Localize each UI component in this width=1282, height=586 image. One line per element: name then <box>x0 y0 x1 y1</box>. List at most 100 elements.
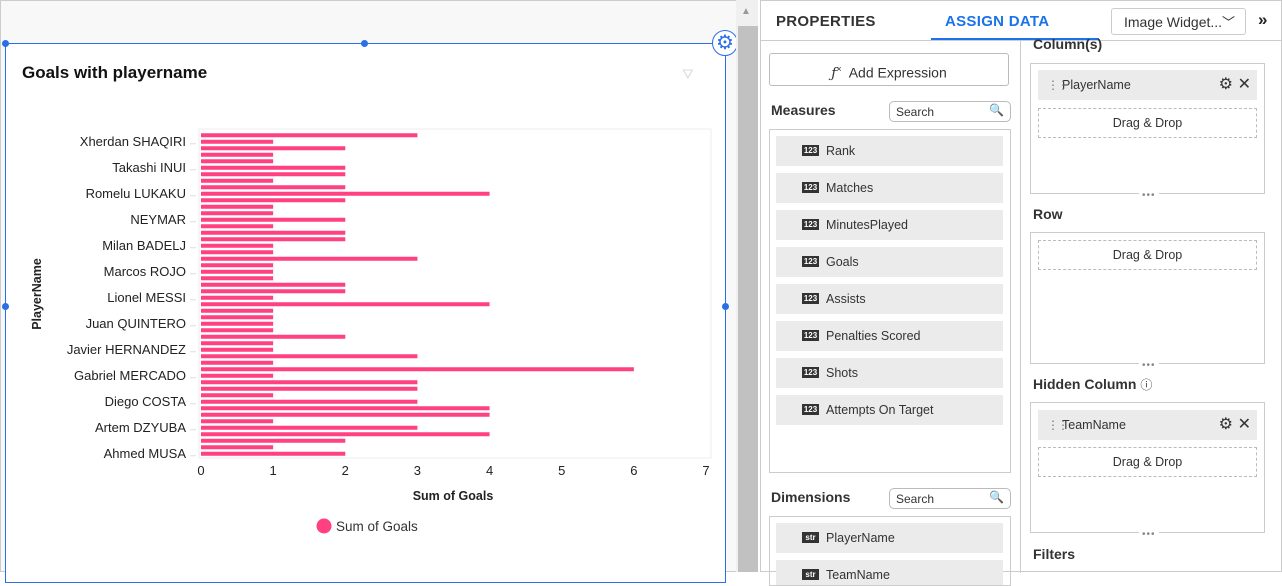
y-tick-label: Juan QUINTERO <box>86 316 186 331</box>
resize-dots-icon[interactable]: ••• <box>1139 360 1159 371</box>
field-label: Goals <box>826 255 859 269</box>
y-tick-label: Lionel MESSI <box>107 290 186 305</box>
bar <box>201 282 346 287</box>
field-item[interactable]: 123 Goals <box>776 247 1003 277</box>
field-item[interactable]: 123 Penalties Scored <box>776 321 1003 351</box>
gear-icon[interactable]: ⚙ <box>1218 416 1233 433</box>
hidden-column-drop-zone[interactable]: ⋮⋮ TeamName ⚙ ✕ Drag & Drop ••• <box>1030 402 1265 540</box>
numeric-type-icon: 123 <box>802 145 819 157</box>
bar <box>201 445 274 450</box>
bar-chart: Ahmed MUSA Artem DZYUBA Diego COSTA Gabriel… <box>30 128 712 534</box>
drag-drop-area[interactable]: Drag & Drop <box>1038 240 1257 270</box>
bar <box>201 360 274 365</box>
properties-panel: PROPERTIES ASSIGN DATA Image Widget... ﹀ … <box>760 0 1282 586</box>
field-item[interactable]: 123 Matches <box>776 173 1003 203</box>
hidden-column-label: Hidden Column <box>1033 376 1137 392</box>
numeric-type-icon: 123 <box>802 293 819 305</box>
field-label: MinutesPlayed <box>826 218 908 232</box>
field-label: Shots <box>826 366 858 380</box>
y-tick-label: Xherdan SHAQIRI <box>80 134 186 149</box>
drag-handle-icon[interactable]: ⋮⋮ <box>1047 418 1069 432</box>
filters-title: Filters <box>1033 546 1076 562</box>
bar <box>201 295 274 300</box>
column-chip[interactable]: ⋮⋮ PlayerName ⚙ ✕ <box>1038 70 1257 100</box>
bar <box>201 152 274 157</box>
gear-icon[interactable]: ⚙ <box>1218 76 1233 93</box>
field-item[interactable]: 123 Rank <box>776 136 1003 166</box>
dimensions-search-input[interactable]: Search 🔍 <box>889 488 1011 509</box>
row-title: Row <box>1033 206 1063 222</box>
x-tick-label: 3 <box>414 463 421 478</box>
divider <box>1020 41 1021 573</box>
resize-dots-icon[interactable]: ••• <box>1139 190 1159 201</box>
tab-properties[interactable]: PROPERTIES <box>776 13 876 30</box>
resize-handle[interactable] <box>2 40 9 47</box>
scroll-up-icon[interactable]: ▲ <box>741 6 751 17</box>
columns-drop-zone[interactable]: ⋮⋮ PlayerName ⚙ ✕ Drag & Drop ••• <box>1030 63 1265 201</box>
bar <box>201 146 346 151</box>
resize-dots-icon[interactable]: ••• <box>1139 529 1159 540</box>
field-item[interactable]: str PlayerName <box>776 523 1003 553</box>
search-placeholder: Search <box>896 105 935 119</box>
resize-handle[interactable] <box>722 303 729 310</box>
bar <box>201 308 274 313</box>
y-tick-label: Javier HERNANDEZ <box>67 342 186 357</box>
resize-handle[interactable] <box>2 303 9 310</box>
measures-list: 123 Rank 123 Matches 123 MinutesPlayed 123 Goal… <box>769 129 1011 473</box>
legend-marker <box>316 518 332 534</box>
field-item[interactable]: 123 Attempts On Target <box>776 395 1003 425</box>
y-tick-label: Romelu LUKAKU <box>86 186 186 201</box>
bar <box>201 386 418 391</box>
bar <box>201 315 274 320</box>
info-icon[interactable]: ⓘ <box>1140 378 1153 392</box>
bar <box>201 321 274 326</box>
gear-icon[interactable]: ⚙ <box>712 30 738 56</box>
search-icon: 🔍 <box>989 103 1004 117</box>
measures-title: Measures <box>771 102 836 118</box>
bar <box>201 367 634 372</box>
bar <box>201 432 490 437</box>
bar <box>201 347 274 352</box>
add-expression-button[interactable]: ƒ× Add Expression <box>769 53 1009 86</box>
numeric-type-icon: 123 <box>802 219 819 231</box>
bar <box>201 139 274 144</box>
field-item[interactable]: 123 MinutesPlayed <box>776 210 1003 240</box>
bar <box>201 419 274 424</box>
bar <box>201 191 490 196</box>
drag-handle-icon[interactable]: ⋮⋮ <box>1047 78 1069 92</box>
bar <box>201 425 418 430</box>
collapse-panel-icon[interactable]: » <box>1258 10 1268 29</box>
bar <box>201 438 346 443</box>
scrollbar-thumb[interactable] <box>738 26 758 572</box>
bar <box>201 328 274 333</box>
hidden-column-chip[interactable]: ⋮⋮ TeamName ⚙ ✕ <box>1038 410 1257 440</box>
close-icon[interactable]: ✕ <box>1237 76 1251 93</box>
field-label: TeamName <box>826 568 890 582</box>
measures-search-input[interactable]: Search 🔍 <box>889 101 1011 122</box>
field-item[interactable]: str TeamName <box>776 560 1003 585</box>
numeric-type-icon: 123 <box>802 367 819 379</box>
y-tick-label: Takashi INUI <box>112 160 186 175</box>
bar <box>201 230 346 235</box>
row-drop-zone[interactable]: Drag & Drop ••• <box>1030 232 1265 371</box>
tab-assign-data[interactable]: ASSIGN DATA <box>945 13 1050 30</box>
plot-area <box>198 128 712 459</box>
field-item[interactable]: 123 Shots <box>776 358 1003 388</box>
resize-handle[interactable] <box>361 40 368 47</box>
bar <box>201 250 274 255</box>
field-item[interactable]: 123 Assists <box>776 284 1003 314</box>
search-icon: 🔍 <box>989 490 1004 504</box>
close-icon[interactable]: ✕ <box>1237 416 1251 433</box>
y-tick-label: Marcos ROJO <box>104 264 186 279</box>
bar <box>201 133 418 138</box>
numeric-type-icon: 123 <box>802 404 819 416</box>
drag-drop-area[interactable]: Drag & Drop <box>1038 447 1257 477</box>
chart-widget[interactable]: Goals with playername ⛛ Ahmed MUSA Artem … <box>5 43 726 583</box>
filter-icon[interactable]: ⛛ <box>682 66 694 82</box>
bar <box>201 217 346 222</box>
widget-select[interactable]: Image Widget... ﹀ <box>1111 8 1246 35</box>
chevron-down-icon: ﹀ <box>1221 15 1235 30</box>
y-tick-label: Ahmed MUSA <box>104 446 187 461</box>
x-axis-title: Sum of Goals <box>413 489 494 503</box>
drag-drop-area[interactable]: Drag & Drop <box>1038 108 1257 138</box>
